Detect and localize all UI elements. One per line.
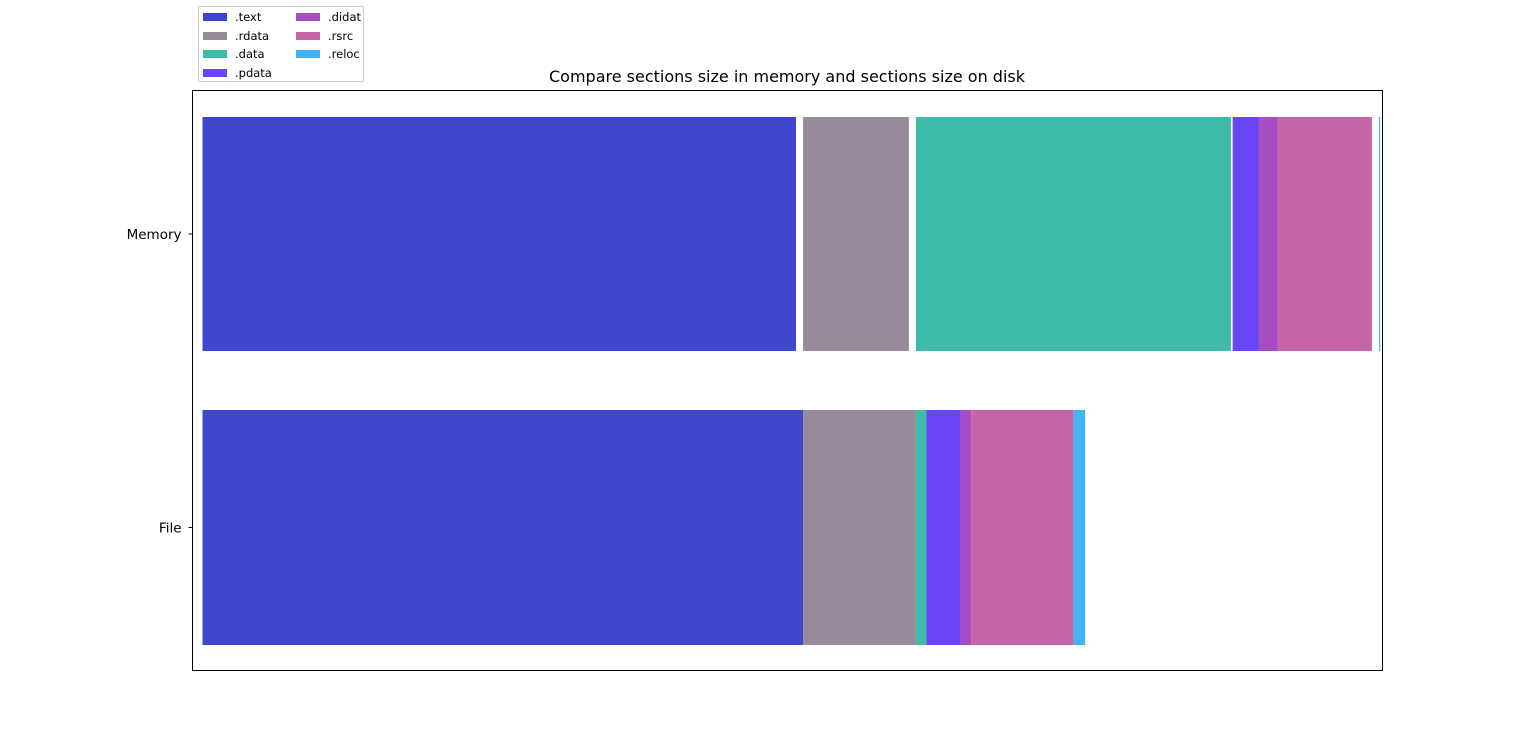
bar-file-text bbox=[202, 410, 804, 645]
legend-item-didat: .didat bbox=[296, 9, 361, 25]
legend-swatch bbox=[296, 31, 320, 40]
bar-memory-text bbox=[202, 117, 797, 351]
legend-swatch bbox=[203, 50, 227, 58]
bar-file-rsrc bbox=[971, 410, 1074, 645]
legend-swatch bbox=[203, 31, 227, 40]
legend-label: .rdata bbox=[235, 28, 270, 43]
legend-item-rdata: .rdata bbox=[203, 28, 269, 44]
bar-memory-pdata bbox=[1232, 117, 1259, 351]
legend-item-text: .text bbox=[203, 9, 261, 25]
bar-file-didat bbox=[960, 410, 972, 645]
bars-group bbox=[202, 117, 1381, 645]
bar-file-rdata bbox=[803, 410, 916, 645]
legend-swatch bbox=[203, 13, 227, 21]
chart-title: Compare sections size in memory and sect… bbox=[549, 67, 1026, 86]
bar-memory-rsrc bbox=[1277, 117, 1372, 351]
bar-memory-reloc bbox=[1378, 117, 1381, 351]
legend-label: .rsrc bbox=[328, 28, 354, 43]
legend: .text .rdata .data .pdata .didat .rsrc .reloc bbox=[198, 6, 364, 82]
legend-item-reloc: .reloc bbox=[296, 46, 360, 62]
bar-file-pdata bbox=[926, 410, 961, 645]
legend-item-data: .data bbox=[203, 46, 265, 62]
bar-file-data bbox=[915, 410, 927, 645]
y-axis: Memory File bbox=[127, 227, 193, 537]
legend-label: .didat bbox=[328, 10, 362, 24]
legend-swatch bbox=[296, 13, 320, 21]
y-tick-label-file: File bbox=[159, 521, 182, 537]
legend-swatch bbox=[296, 50, 320, 58]
legend-label: .data bbox=[235, 47, 265, 61]
legend-label: .reloc bbox=[328, 47, 360, 61]
legend-label: .pdata bbox=[235, 65, 272, 80]
bar-memory-didat bbox=[1258, 117, 1278, 351]
bar-memory-data bbox=[915, 117, 1231, 351]
legend-swatch bbox=[203, 68, 227, 77]
y-tick-label-memory: Memory bbox=[127, 227, 182, 243]
bar-file-reloc bbox=[1073, 410, 1086, 645]
bar-memory-rdata bbox=[803, 117, 909, 351]
legend-label: .text bbox=[235, 10, 262, 24]
legend-item-pdata: .pdata bbox=[203, 65, 272, 81]
legend-item-rsrc: .rsrc bbox=[296, 28, 353, 44]
